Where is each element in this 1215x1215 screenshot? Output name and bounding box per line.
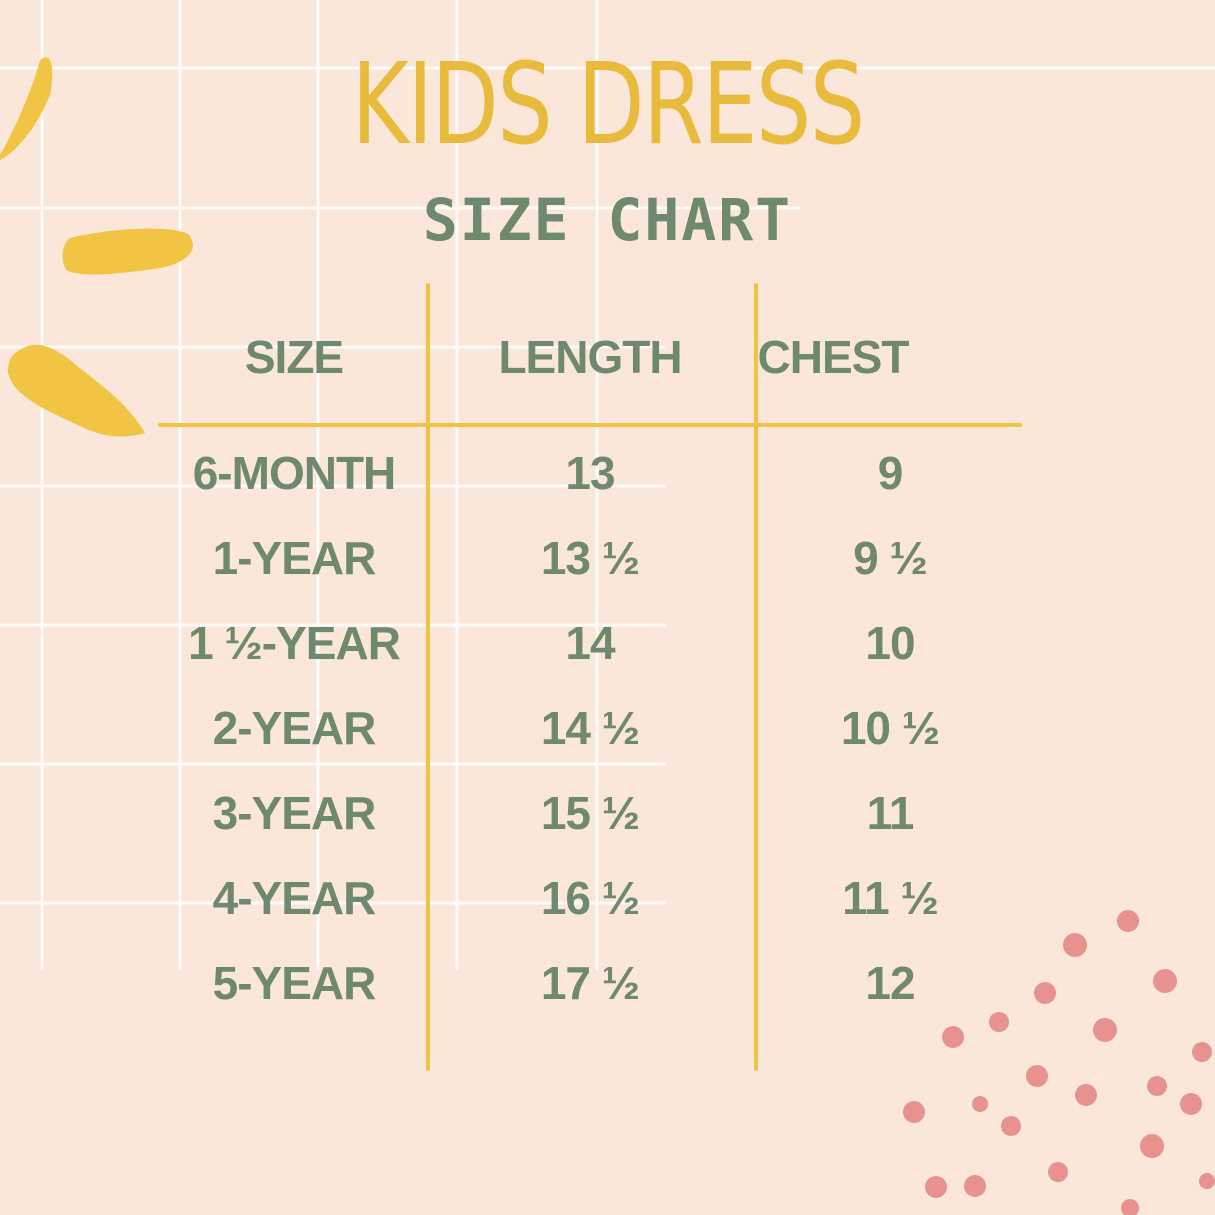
cell-size: 6-MONTH (192, 447, 397, 499)
cell-length: 13 ½ (540, 532, 640, 584)
column-divider (426, 283, 430, 1071)
cell-chest: 10 ½ (840, 702, 940, 754)
cell-chest: 11 ½ (842, 872, 939, 924)
cell-size: 1 ½-YEAR (188, 617, 401, 669)
column-header-chest: CHEST (757, 331, 910, 383)
cell-chest: 11 (866, 787, 915, 839)
cell-size: 1-YEAR (212, 532, 377, 584)
cell-length: 16 ½ (540, 872, 640, 924)
cell-length: 15 ½ (540, 787, 640, 839)
cell-size: 2-YEAR (212, 702, 377, 754)
cell-size: 3-YEAR (212, 787, 377, 839)
cell-chest: 10 (865, 617, 915, 669)
cell-size: 4-YEAR (212, 872, 377, 924)
decorative-brush-strokes (0, 57, 193, 437)
cell-chest: 12 (865, 957, 915, 1009)
header-divider (158, 423, 1022, 427)
cell-length: 14 ½ (540, 702, 640, 754)
cell-length: 13 (565, 447, 615, 499)
cell-size: 5-YEAR (212, 957, 377, 1009)
cell-chest: 9 ½ (853, 532, 928, 584)
column-header-length: LENGTH (498, 331, 682, 383)
decorative-dots (903, 910, 1215, 1215)
page-subtitle: SIZE CHART (422, 186, 793, 254)
cell-length: 14 (565, 617, 615, 669)
column-header-size: SIZE (244, 331, 344, 383)
cell-length: 17 ½ (540, 957, 640, 1009)
cell-chest: 9 (877, 447, 904, 499)
page-title: KIDS DRESS (351, 40, 866, 170)
column-divider (754, 283, 758, 1071)
